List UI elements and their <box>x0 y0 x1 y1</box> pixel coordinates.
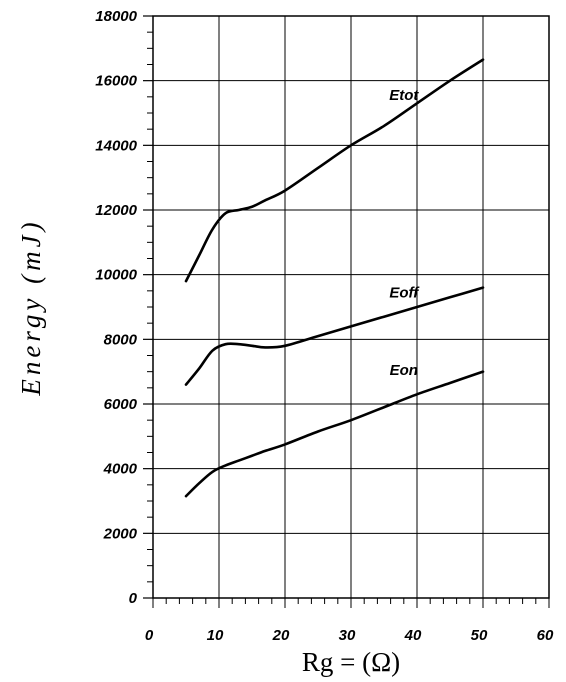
y-tick-label: 10000 <box>95 267 137 284</box>
x-tick-label: 20 <box>272 627 290 644</box>
plot-frame <box>152 15 550 599</box>
series-line-eoff <box>184 286 485 386</box>
x-tick-label: 0 <box>145 627 154 644</box>
y-tick-label: 6000 <box>104 396 138 413</box>
x-tick-label: 60 <box>537 627 554 644</box>
grid <box>153 16 549 598</box>
x-axis-title: Rg = (Ω) <box>302 647 400 677</box>
y-tick-label: 0 <box>129 590 138 607</box>
x-tick-label: 10 <box>207 627 224 644</box>
x-tick-label: 40 <box>404 627 422 644</box>
series-label-eoff: Eoff <box>389 284 420 301</box>
y-tick-label: 14000 <box>95 137 137 154</box>
minor-ticks <box>143 15 550 608</box>
series-label-eon: Eon <box>390 362 418 379</box>
y-axis-title: Energy (mJ) <box>16 218 46 396</box>
series-line-eon <box>184 370 485 498</box>
y-tick-label: 12000 <box>95 202 137 219</box>
y-tick-label: 8000 <box>104 331 138 348</box>
series-labels: Etot Eoff Eon <box>389 87 420 379</box>
series-label-etot: Etot <box>389 87 419 104</box>
y-tick-label: 4000 <box>103 461 138 478</box>
series-line-etot <box>184 58 485 283</box>
x-tick-labels: 0 10 20 30 40 50 60 <box>145 627 554 644</box>
y-tick-labels: 0 2000 4000 6000 8000 10000 12000 14000 16000 180… <box>95 8 137 607</box>
y-tick-label: 18000 <box>95 8 137 25</box>
y-tick-label: 2000 <box>103 525 138 542</box>
x-tick-label: 50 <box>471 627 488 644</box>
series-lines <box>184 58 485 498</box>
x-tick-label: 30 <box>339 627 356 644</box>
y-tick-label: 16000 <box>95 73 137 90</box>
